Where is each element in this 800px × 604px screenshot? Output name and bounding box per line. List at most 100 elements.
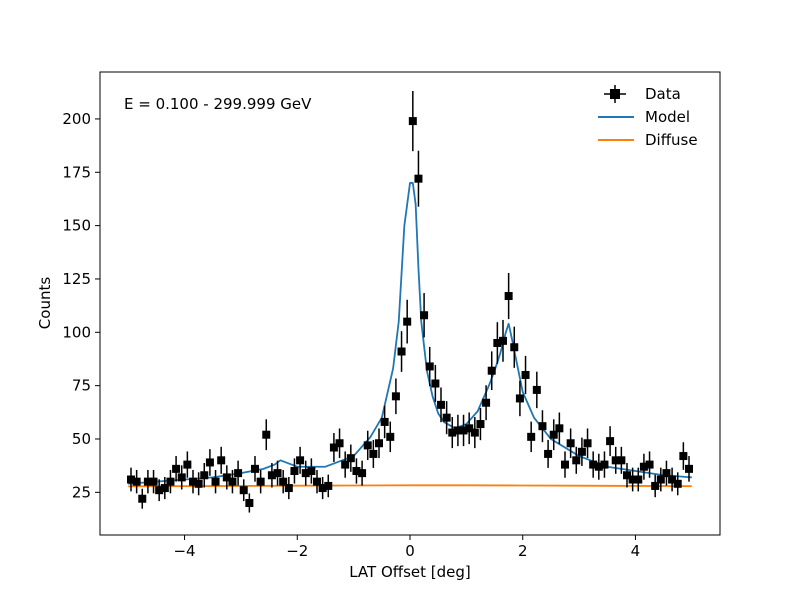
data-marker [470,428,479,437]
y-axis-ticks: 25 50 75 100 125 150 175 200 [62,110,100,501]
data-point [572,446,581,474]
data-series [127,90,693,513]
data-point [324,474,333,498]
data-marker [352,466,361,475]
data-marker [256,477,265,486]
data-marker [476,420,485,429]
data-point [307,458,316,484]
data-point [476,407,485,441]
data-point [234,460,243,486]
data-point [160,476,169,500]
data-marker [200,471,209,480]
data-marker [194,479,203,488]
data-marker [149,477,158,486]
data-marker [685,464,693,473]
data-marker [267,471,276,480]
model-series [128,182,692,485]
data-marker [420,311,429,320]
data-point [515,380,524,417]
data-marker [566,439,575,448]
data-marker [273,469,282,478]
data-point [239,479,248,502]
data-marker [628,475,637,484]
data-point [245,493,254,513]
data-marker [155,486,164,495]
data-marker [679,452,688,461]
data-marker [358,469,367,478]
data-point [566,428,575,459]
data-point [346,444,355,472]
data-marker [301,469,310,478]
data-marker [431,379,440,388]
data-point [205,449,214,476]
data-point [194,472,203,496]
data-marker [493,338,502,347]
data-point [499,319,507,362]
data-marker [577,447,586,456]
data-marker [245,498,254,507]
y-tick-label: 175 [62,163,91,181]
data-marker [549,430,558,439]
data-marker [572,456,581,465]
data-point [600,451,609,478]
data-point [273,460,282,486]
data-marker [177,473,186,482]
x-axis-label: LAT Offset [deg] [349,563,471,581]
data-marker [510,343,519,352]
data-point [482,385,491,421]
data-point [414,150,423,207]
data-point [487,351,496,391]
data-point [470,417,479,449]
data-point [408,90,417,152]
data-point [679,442,688,470]
y-tick-label: 200 [62,110,91,128]
y-tick-label: 125 [62,270,91,288]
data-point [634,467,643,492]
data-marker [639,462,648,471]
data-marker [634,475,643,484]
data-marker [583,439,592,448]
data-point [617,446,626,474]
data-point [391,378,400,415]
data-marker [465,424,474,433]
data-point [673,472,682,496]
data-marker [521,370,530,379]
data-marker [673,479,682,488]
data-marker [397,347,406,356]
data-marker [228,477,237,486]
data-point [403,299,412,344]
data-marker [594,462,603,471]
data-marker [239,486,248,495]
data-point [425,346,434,386]
data-point [577,437,586,466]
data-point [538,410,547,443]
data-marker [656,475,665,484]
data-point [397,331,406,372]
data-marker [143,477,152,486]
legend-item-model: Model [598,108,690,126]
data-point [369,439,378,468]
data-point [386,421,395,453]
x-tick-label: 4 [631,542,641,560]
diffuse-line [128,484,692,488]
data-point [183,451,192,478]
legend-label-data: Data [645,85,681,103]
data-marker [403,317,412,326]
data-marker [127,475,135,484]
data-marker [561,460,569,469]
data-point [555,412,564,445]
data-point [532,371,541,409]
data-marker [307,466,316,475]
x-tick-label: −4 [173,542,195,560]
data-point [549,419,558,451]
data-point [211,469,220,494]
data-marker [408,117,417,126]
data-point [527,421,536,453]
data-marker [538,422,547,431]
data-marker [645,460,654,469]
legend-label-diffuse: Diffuse [645,131,698,149]
data-point [685,456,693,482]
diffuse-series [128,484,692,488]
data-point [284,476,293,500]
